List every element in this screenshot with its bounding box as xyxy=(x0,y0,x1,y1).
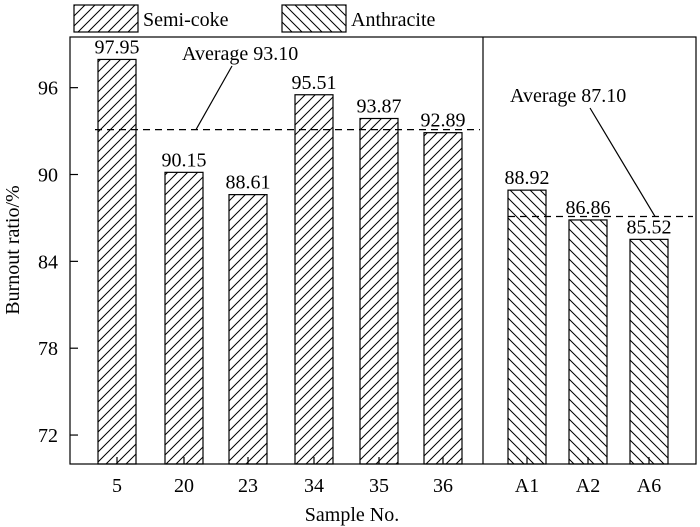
legend: Semi-coke Anthracite xyxy=(73,4,436,33)
y-tick-label: 78 xyxy=(38,338,58,360)
legend-swatch-anthracite xyxy=(281,4,347,33)
x-axis-title: Sample No. xyxy=(305,504,399,526)
bar-A2 xyxy=(568,219,608,465)
x-tick-label: A6 xyxy=(637,475,661,497)
bar-A6 xyxy=(629,238,669,465)
y-tick-label: 90 xyxy=(38,165,58,187)
bar-A1 xyxy=(507,189,547,465)
bar-36 xyxy=(423,132,463,465)
bar-labels: 97.95 90.15 88.61 95.51 93.87 92.89 88.92 86.86… xyxy=(95,36,672,238)
x-tick-label: 5 xyxy=(112,475,122,497)
y-axis: 72 78 84 90 96 xyxy=(38,78,78,447)
average-label-2: Average 87.10 xyxy=(510,85,626,107)
x-tick-label: 34 xyxy=(304,475,324,497)
y-tick-label: 96 xyxy=(38,78,58,100)
bar-5 xyxy=(97,58,137,465)
bar-20 xyxy=(164,171,204,465)
x-tick-label: 23 xyxy=(238,475,258,497)
bar-23 xyxy=(228,194,268,465)
average-leader-1 xyxy=(195,65,233,130)
y-axis-title: Burnout ratio/% xyxy=(2,185,24,314)
bar-value-label: 86.86 xyxy=(566,197,611,219)
bars xyxy=(97,58,669,465)
bar-35 xyxy=(359,117,399,465)
bar-value-label: 97.95 xyxy=(95,36,140,58)
average-leader-2 xyxy=(589,107,656,217)
legend-swatch-semi-coke xyxy=(73,4,139,33)
average-label-1: Average 93.10 xyxy=(182,43,298,65)
y-tick-label: 84 xyxy=(38,251,58,273)
x-tick-label: A1 xyxy=(515,475,539,497)
x-tick-label: 35 xyxy=(369,475,389,497)
bar-value-label: 85.52 xyxy=(627,216,672,238)
bar-value-label: 93.87 xyxy=(357,95,402,117)
y-tick-label: 72 xyxy=(38,425,58,447)
bar-value-label: 95.51 xyxy=(292,72,337,94)
x-axis: 5 20 23 34 35 36 A1 A2 A6 xyxy=(112,457,661,497)
bar-value-label: 88.61 xyxy=(226,172,271,194)
x-tick-label: A2 xyxy=(576,475,600,497)
legend-label-semi-coke: Semi-coke xyxy=(143,9,229,31)
x-tick-label: 36 xyxy=(433,475,453,497)
bar-value-label: 92.89 xyxy=(421,110,466,132)
x-tick-label: 20 xyxy=(174,475,194,497)
legend-label-anthracite: Anthracite xyxy=(351,9,436,31)
bar-value-label: 90.15 xyxy=(162,149,207,171)
average-lines: Average 93.10 Average 87.10 xyxy=(95,43,693,218)
bar-value-label: 88.92 xyxy=(505,167,550,189)
bar-34 xyxy=(294,94,334,465)
